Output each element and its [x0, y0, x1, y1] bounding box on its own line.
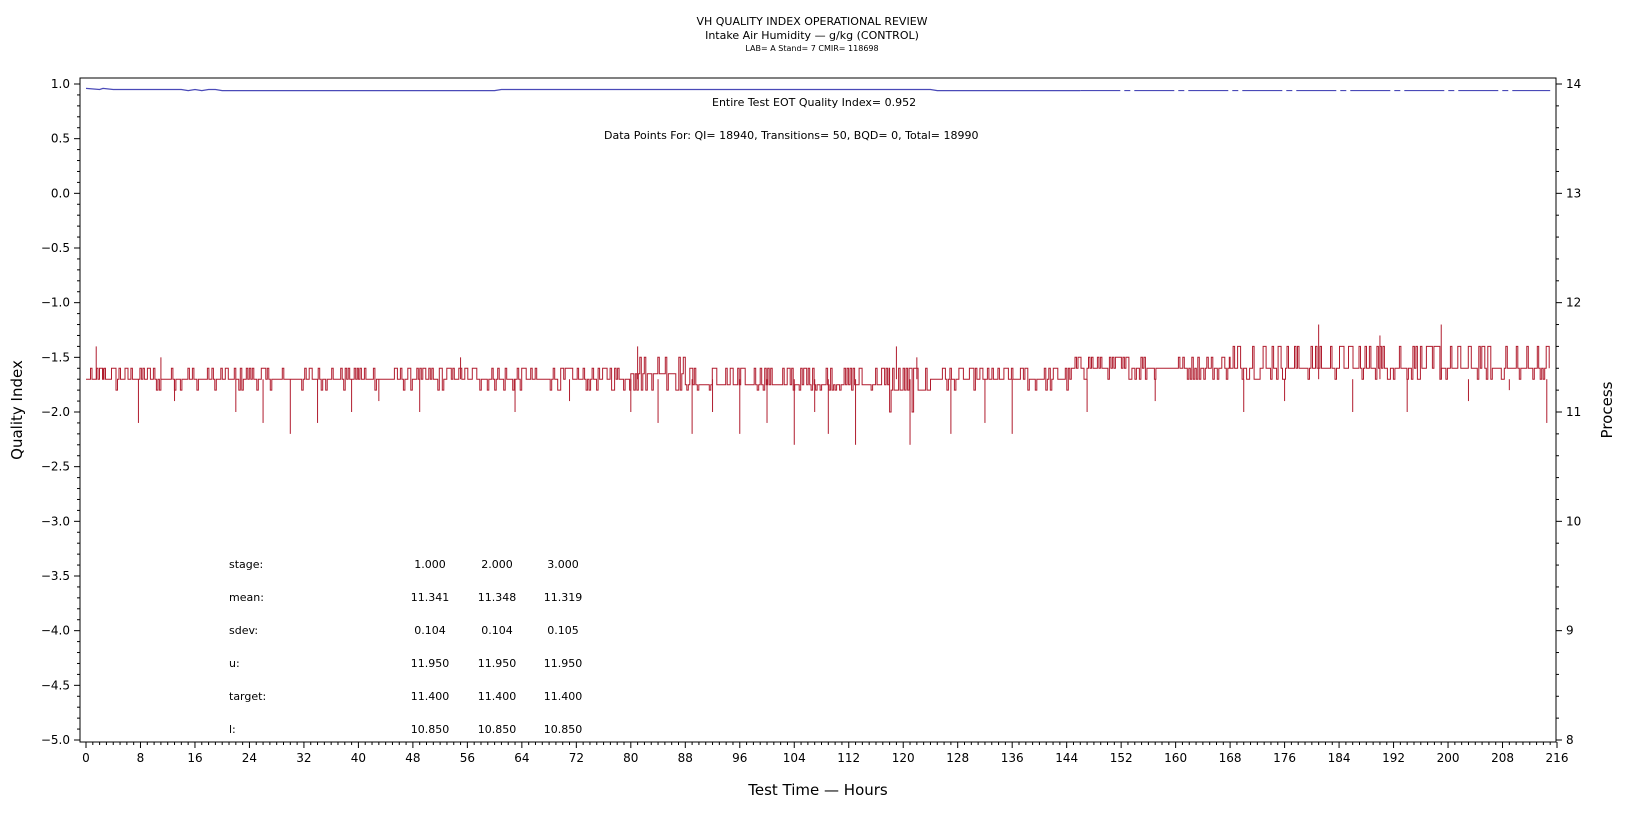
chart-subtitle-2: LAB= A Stand= 7 CMIR= 118698: [745, 44, 878, 53]
stats-cell-value: 11.400: [411, 690, 450, 703]
x-tick-label: 0: [82, 751, 90, 765]
x-tick-label: 144: [1055, 751, 1078, 765]
stats-cell-value: 11.400: [478, 690, 517, 703]
x-tick-label: 200: [1437, 751, 1460, 765]
y-tick-label: 0.5: [51, 132, 70, 146]
y-tick-label: −4.5: [41, 678, 70, 692]
y-tick-label: 0.0: [51, 186, 70, 200]
y-tick-label: −2.5: [41, 460, 70, 474]
y-tick-label: −2.0: [41, 405, 70, 419]
stats-cell-value: 11.400: [544, 690, 583, 703]
series-layer: [85, 87, 1551, 445]
x-tick-label: 88: [678, 751, 693, 765]
eot-quality-index-annotation: Entire Test EOT Quality Index= 0.952: [712, 96, 916, 109]
y2-axis-label: Process: [1598, 381, 1616, 438]
stats-cell-value: 11.348: [478, 591, 517, 604]
y-axis-label: Quality Index: [8, 360, 26, 460]
stats-cell-value: 2.000: [481, 558, 513, 571]
x-tick-label: 184: [1328, 751, 1351, 765]
stats-cell-value: 0.104: [414, 624, 446, 637]
left-y-axis: 1.0 0.5 0.0 −0.5 −1.0 −1.5 −2.0 −2.5 −3.0 −3.5 −4.…: [41, 77, 80, 747]
x-tick-label: 112: [837, 751, 860, 765]
x-tick-label: 120: [892, 751, 915, 765]
x-tick-label: 136: [1001, 751, 1024, 765]
y-tick-label: −3.5: [41, 569, 70, 583]
y-tick-label: −1.5: [41, 350, 70, 364]
x-tick-label: 40: [351, 751, 366, 765]
stats-cell-value: 10.850: [411, 723, 450, 736]
x-axis-label: Test Time — Hours: [747, 781, 888, 799]
x-tick-label: 8: [137, 751, 145, 765]
stats-row-label: u:: [229, 657, 240, 670]
y-tick-label: −5.0: [41, 733, 70, 747]
stats-cell-value: 1.000: [414, 558, 446, 571]
y2-tick-label: 8: [1566, 733, 1574, 747]
data-points-annotation: Data Points For: QI= 18940, Transitions=…: [604, 129, 979, 142]
x-tick-label: 152: [1110, 751, 1133, 765]
y-tick-label: −0.5: [41, 241, 70, 255]
stats-cell-value: 11.950: [411, 657, 450, 670]
stats-cell-value: 11.341: [411, 591, 450, 604]
x-tick-label: 48: [405, 751, 420, 765]
plot-frame: [79, 77, 1557, 743]
stats-row-label: l:: [229, 723, 236, 736]
quality-index-line: [85, 87, 1081, 92]
x-tick-label: 192: [1382, 751, 1405, 765]
x-tick-label: 64: [514, 751, 529, 765]
stats-cell-value: 0.104: [481, 624, 513, 637]
y2-tick-label: 13: [1566, 186, 1581, 200]
x-tick-label: 128: [946, 751, 969, 765]
y2-tick-label: 14: [1566, 77, 1581, 91]
x-axis: 0 8 16 24 32 40 48 56 64 72 80 88 96 104 112 120 128 136 1…: [82, 742, 1568, 765]
y2-tick-label: 9: [1566, 624, 1574, 638]
stats-cell-value: 11.319: [544, 591, 583, 604]
y2-tick-label: 12: [1566, 296, 1581, 310]
y-tick-label: −1.0: [41, 296, 70, 310]
x-tick-label: 80: [623, 751, 638, 765]
chart-subtitle: Intake Air Humidity — g/kg (CONTROL): [705, 29, 919, 42]
x-tick-label: 176: [1273, 751, 1296, 765]
x-tick-label: 72: [569, 751, 584, 765]
stats-row-label: sdev:: [229, 624, 258, 637]
x-tick-label: 24: [242, 751, 257, 765]
x-tick-label: 32: [296, 751, 311, 765]
stats-cell-value: 11.950: [544, 657, 583, 670]
stats-row-label: target:: [229, 690, 266, 703]
process-series-line: [86, 345, 1550, 413]
x-tick-label: 160: [1164, 751, 1187, 765]
y-tick-label: 1.0: [51, 77, 70, 91]
right-y-axis: 14 13 12 11 10 9 8: [1556, 77, 1581, 747]
x-tick-label: 208: [1491, 751, 1514, 765]
stats-cell-value: 11.950: [478, 657, 517, 670]
y-tick-label: −3.0: [41, 514, 70, 528]
x-tick-label: 96: [732, 751, 747, 765]
x-tick-label: 168: [1219, 751, 1242, 765]
stats-row-label: stage:: [229, 558, 263, 571]
x-tick-label: 104: [783, 751, 806, 765]
stats-cell-value: 10.850: [544, 723, 583, 736]
x-tick-label: 56: [460, 751, 475, 765]
chart-titles: VH QUALITY INDEX OPERATIONAL REVIEW Inta…: [696, 15, 927, 53]
x-tick-label: 216: [1546, 751, 1569, 765]
chart-title: VH QUALITY INDEX OPERATIONAL REVIEW: [696, 15, 927, 28]
y2-tick-label: 11: [1566, 405, 1581, 419]
y-tick-label: −4.0: [41, 624, 70, 638]
stats-cell-value: 10.850: [478, 723, 517, 736]
stats-row-label: mean:: [229, 591, 264, 604]
x-tick-label: 16: [187, 751, 202, 765]
stats-cell-value: 0.105: [547, 624, 579, 637]
stats-table: stage: 1.000 2.000 3.000 mean: 11.341 11.348 11…: [229, 558, 582, 736]
y2-tick-label: 10: [1566, 514, 1581, 528]
stats-cell-value: 3.000: [547, 558, 579, 571]
